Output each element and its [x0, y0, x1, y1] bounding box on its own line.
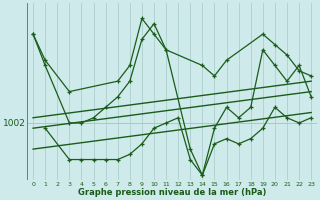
- X-axis label: Graphe pression niveau de la mer (hPa): Graphe pression niveau de la mer (hPa): [78, 188, 266, 197]
